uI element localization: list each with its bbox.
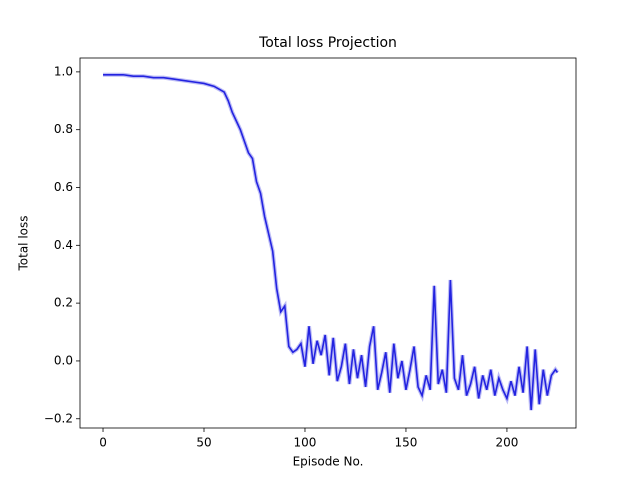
- y-tick-label: 0.0: [54, 353, 73, 367]
- x-tick-label: 150: [395, 436, 418, 450]
- x-axis-label: Episode No.: [293, 455, 364, 469]
- chart-title: Total loss Projection: [258, 35, 397, 51]
- y-tick-label: 1.0: [54, 64, 73, 78]
- y-tick-label: −0.2: [44, 411, 73, 425]
- y-tick-label: 0.8: [54, 122, 73, 136]
- y-tick-label: 0.2: [54, 296, 73, 310]
- x-tick-label: 100: [294, 436, 317, 450]
- y-tick-label: 0.4: [54, 238, 73, 252]
- x-tick-label: 200: [495, 436, 518, 450]
- x-tick-label: 50: [196, 436, 211, 450]
- x-tick-label: 0: [99, 436, 107, 450]
- y-tick-label: 0.6: [54, 180, 73, 194]
- y-axis-label: Total loss: [17, 215, 31, 271]
- plot-frame: [79, 57, 577, 429]
- data-line: [103, 73, 559, 411]
